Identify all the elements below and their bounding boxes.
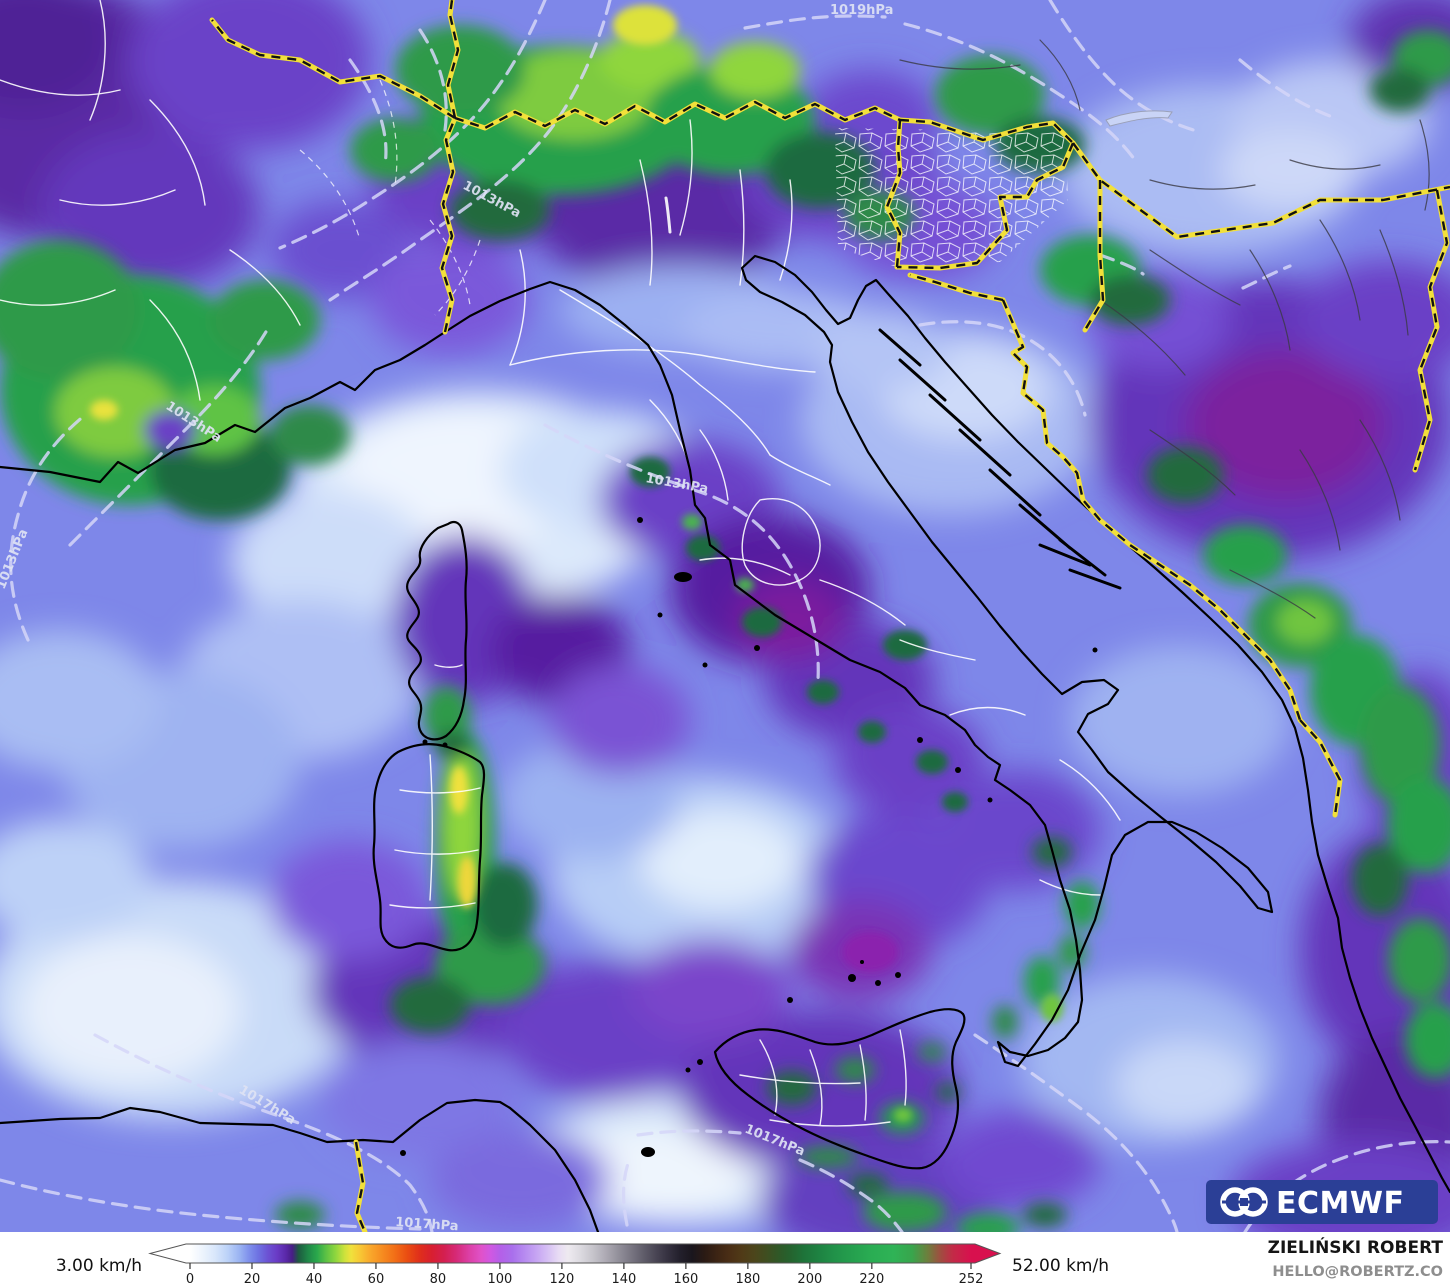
svg-text:60: 60 bbox=[368, 1272, 385, 1287]
isobar-label-1017-bottom: 1017hPa bbox=[395, 1215, 459, 1232]
admin-borders bbox=[0, 0, 1121, 1127]
ecmwf-logo: ECMWF bbox=[1206, 1180, 1438, 1224]
lake-balaton bbox=[1105, 110, 1173, 127]
municipality-mesh bbox=[835, 128, 1068, 268]
svg-text:20: 20 bbox=[244, 1272, 261, 1287]
admin-borders-dashed bbox=[299, 79, 481, 316]
isobar-label-1019: 1019hPa bbox=[830, 3, 893, 18]
svg-text:200: 200 bbox=[797, 1272, 822, 1287]
svg-text:180: 180 bbox=[735, 1272, 760, 1287]
svg-text:120: 120 bbox=[549, 1272, 574, 1287]
legend-bar: 3.00 km/h 0 20 40 60 80 100 120 140 160 180 200 220… bbox=[0, 1232, 1450, 1287]
country-borders bbox=[209, 0, 1450, 1232]
wind-speed-field bbox=[0, 0, 1450, 1232]
svg-text:0: 0 bbox=[186, 1272, 194, 1287]
ecmwf-logo-icon bbox=[1220, 1187, 1268, 1217]
svg-text:100: 100 bbox=[488, 1272, 513, 1287]
svg-text:40: 40 bbox=[306, 1272, 323, 1287]
colorbar bbox=[148, 1243, 1002, 1264]
svg-text:140: 140 bbox=[611, 1272, 636, 1287]
colorbar-ticks: 0 20 40 60 80 100 120 140 160 180 200 220 252 bbox=[186, 1263, 984, 1287]
svg-text:220: 220 bbox=[859, 1272, 884, 1287]
coastlines bbox=[0, 254, 1450, 1232]
attribution-name: ZIELIŃSKI ROBERT bbox=[1268, 1236, 1444, 1258]
svg-text:252: 252 bbox=[959, 1272, 984, 1287]
map-canvas: 1019hPa 1013hPa 1013hPa 1013hPa 1013hPa … bbox=[0, 0, 1450, 1232]
svg-text:80: 80 bbox=[430, 1272, 447, 1287]
legend-min-label: 3.00 km/h bbox=[56, 1256, 142, 1276]
attribution-email: HELLO@ROBERTZ.CO bbox=[1272, 1264, 1443, 1280]
ecmwf-logo-text: ECMWF bbox=[1276, 1186, 1404, 1221]
small-islands bbox=[400, 517, 1098, 1157]
legend-max-label: 52.00 km/h bbox=[1012, 1256, 1109, 1276]
admin-borders-dark bbox=[899, 39, 1430, 619]
svg-text:160: 160 bbox=[673, 1272, 698, 1287]
